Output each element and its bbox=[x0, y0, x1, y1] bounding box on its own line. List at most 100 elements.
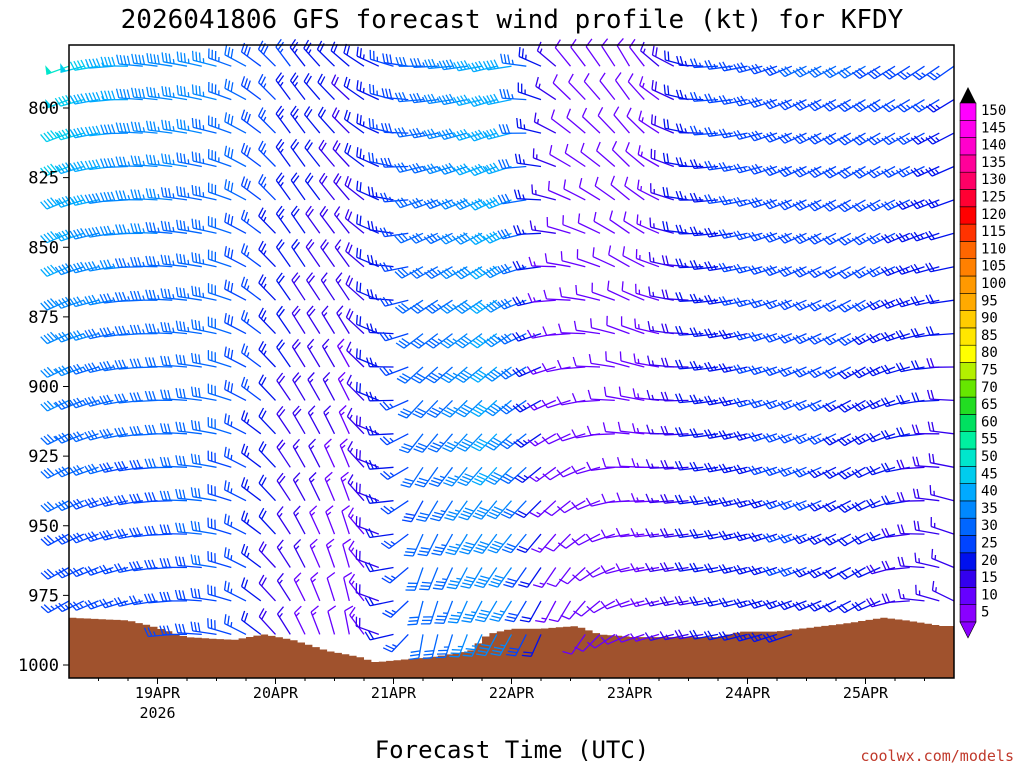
barb-flag bbox=[611, 140, 618, 150]
wind-barb bbox=[319, 205, 336, 234]
barb-flag bbox=[483, 305, 492, 313]
barb-flag bbox=[383, 157, 389, 168]
barb-flag bbox=[182, 556, 186, 567]
wind-barb bbox=[275, 239, 291, 268]
barb-flag bbox=[103, 327, 109, 337]
wind-barb bbox=[207, 249, 232, 268]
barb-flag bbox=[869, 531, 876, 541]
barb-flag bbox=[76, 228, 83, 238]
barb-staff bbox=[208, 626, 232, 636]
barb-flag bbox=[678, 427, 684, 437]
barb-flag bbox=[411, 377, 421, 384]
wind-barb bbox=[851, 533, 881, 545]
barb-flag bbox=[398, 304, 407, 312]
barb-flag bbox=[492, 128, 500, 137]
barb-half-flag bbox=[187, 326, 190, 332]
barb-flag bbox=[159, 490, 164, 501]
wind-barb bbox=[379, 366, 409, 377]
wind-barb bbox=[733, 531, 763, 542]
barb-staff bbox=[192, 529, 217, 535]
barb-flag bbox=[554, 39, 561, 48]
barb-flag bbox=[102, 564, 109, 574]
barb-flag bbox=[895, 363, 902, 372]
barb-flag bbox=[84, 92, 90, 103]
wind-barb bbox=[675, 359, 704, 370]
wind-barb bbox=[190, 420, 217, 435]
barb-half-flag bbox=[484, 166, 489, 171]
barb-flag bbox=[441, 412, 451, 418]
barb-flag bbox=[462, 510, 473, 515]
barb-staff bbox=[75, 232, 99, 240]
barb-half-flag bbox=[728, 399, 732, 405]
barb-flag bbox=[224, 413, 227, 423]
barb-flag bbox=[660, 494, 666, 504]
barb-staff bbox=[694, 366, 719, 371]
barb-staff bbox=[532, 366, 556, 375]
barb-flag bbox=[689, 596, 695, 606]
barb-staff bbox=[241, 352, 262, 368]
barb-flag bbox=[383, 470, 392, 479]
barb-flag bbox=[133, 324, 138, 335]
barb-flag bbox=[751, 64, 759, 74]
wind-barb bbox=[837, 333, 866, 346]
wind-barb bbox=[513, 189, 542, 201]
barb-flag bbox=[751, 398, 759, 408]
barb-staff bbox=[679, 433, 704, 437]
wind-barb bbox=[275, 172, 291, 201]
barb-flag bbox=[113, 597, 120, 607]
barb-staff bbox=[859, 99, 881, 113]
wind-barb bbox=[487, 533, 513, 554]
wind-barb bbox=[346, 341, 365, 368]
barb-flag bbox=[557, 323, 562, 333]
barb-staff bbox=[258, 516, 276, 535]
barb-flag bbox=[487, 442, 497, 449]
barb-flag bbox=[258, 240, 264, 250]
wind-barb bbox=[325, 538, 336, 568]
wind-barb bbox=[564, 143, 586, 168]
barb-flag bbox=[869, 202, 878, 210]
barb-half-flag bbox=[521, 299, 526, 305]
barb-flag bbox=[194, 286, 198, 297]
barb-flag bbox=[499, 478, 509, 485]
wind-barb bbox=[490, 634, 513, 657]
wind-barb bbox=[258, 574, 276, 602]
barb-staff bbox=[308, 478, 321, 501]
barb-flag bbox=[644, 597, 651, 607]
barb-half-flag bbox=[861, 404, 866, 409]
barb-flag bbox=[502, 89, 507, 99]
barb-flag bbox=[72, 567, 81, 576]
wind-barb bbox=[324, 471, 336, 501]
barb-flag bbox=[500, 299, 508, 309]
barb-flag bbox=[293, 341, 301, 351]
wind-barb bbox=[240, 577, 262, 602]
barb-staff bbox=[208, 191, 232, 201]
barb-flag bbox=[227, 548, 230, 559]
barb-flag bbox=[115, 88, 120, 99]
barb-flag bbox=[851, 470, 860, 479]
barb-flag bbox=[423, 200, 431, 210]
wind-barb bbox=[208, 81, 232, 101]
barb-flag bbox=[103, 293, 109, 303]
barb-half-flag bbox=[713, 432, 717, 438]
barb-half-flag bbox=[772, 468, 777, 474]
wind-barb bbox=[822, 333, 852, 346]
barb-flag bbox=[424, 271, 432, 279]
wind-barb bbox=[603, 386, 630, 402]
barb-staff bbox=[369, 297, 394, 301]
barb-staff bbox=[208, 593, 232, 602]
barb-staff bbox=[664, 600, 689, 607]
barb-flag bbox=[434, 584, 444, 587]
barb-flag bbox=[507, 577, 517, 582]
wind-barb bbox=[321, 338, 336, 368]
barb-half-flag bbox=[757, 401, 762, 406]
barb-flag bbox=[427, 59, 433, 69]
barb-flag bbox=[179, 220, 183, 230]
barb-staff bbox=[148, 298, 173, 301]
barb-flag bbox=[667, 85, 670, 95]
barb-flag bbox=[103, 158, 109, 168]
barb-flag bbox=[178, 522, 183, 533]
barb-staff bbox=[60, 98, 84, 107]
barb-staff bbox=[448, 366, 468, 384]
barb-flag bbox=[468, 237, 476, 245]
barb-staff bbox=[443, 600, 454, 624]
